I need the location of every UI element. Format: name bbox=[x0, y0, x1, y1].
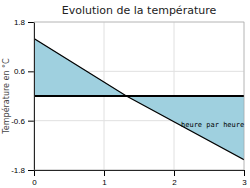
line bbox=[34, 38, 244, 159]
tick-mark bbox=[28, 71, 34, 72]
tick: 1.8 bbox=[14, 18, 34, 27]
tick-mark bbox=[28, 170, 34, 171]
tick: -0.6 bbox=[11, 117, 34, 126]
tick-label: 3 bbox=[242, 178, 247, 187]
x-axis: 0 1 2 3 bbox=[32, 170, 247, 187]
title: Evolution de la température bbox=[62, 4, 217, 17]
grid bbox=[34, 22, 244, 170]
tick-label: 0 bbox=[32, 178, 37, 187]
tick-mark bbox=[28, 22, 34, 23]
chart: 0 1 2 3 -1.8 -0.6 0.6 1.8 heure par heure Evoluti… bbox=[0, 0, 250, 188]
tick-mark bbox=[244, 170, 245, 176]
tick-mark bbox=[34, 170, 35, 176]
tick: 2 bbox=[172, 170, 177, 187]
tick-mark bbox=[28, 121, 34, 122]
marks bbox=[34, 38, 244, 159]
tick-label: 1 bbox=[102, 178, 107, 187]
tick-mark bbox=[174, 170, 175, 176]
tick: 1 bbox=[102, 170, 107, 187]
tick-label: -0.6 bbox=[11, 117, 25, 126]
tick-label: -1.8 bbox=[11, 166, 25, 175]
frame bbox=[34, 22, 244, 170]
tick-label: 2 bbox=[172, 178, 177, 187]
zero-line bbox=[34, 95, 244, 97]
y-axis-title: Température en °C bbox=[1, 58, 11, 135]
area bbox=[34, 38, 244, 159]
y-axis: -1.8 -0.6 0.6 1.8 bbox=[11, 18, 34, 175]
tick-mark bbox=[104, 170, 105, 176]
annotation: heure par heure bbox=[181, 121, 244, 129]
tick: 0 bbox=[32, 170, 37, 187]
tick-label: 1.8 bbox=[14, 18, 26, 27]
tick: 0.6 bbox=[14, 67, 34, 76]
plot: 0 1 2 3 -1.8 -0.6 0.6 1.8 heure par heure bbox=[11, 18, 247, 187]
tick: -1.8 bbox=[11, 166, 34, 175]
tick: 3 bbox=[242, 170, 247, 187]
tick-label: 0.6 bbox=[14, 67, 26, 76]
